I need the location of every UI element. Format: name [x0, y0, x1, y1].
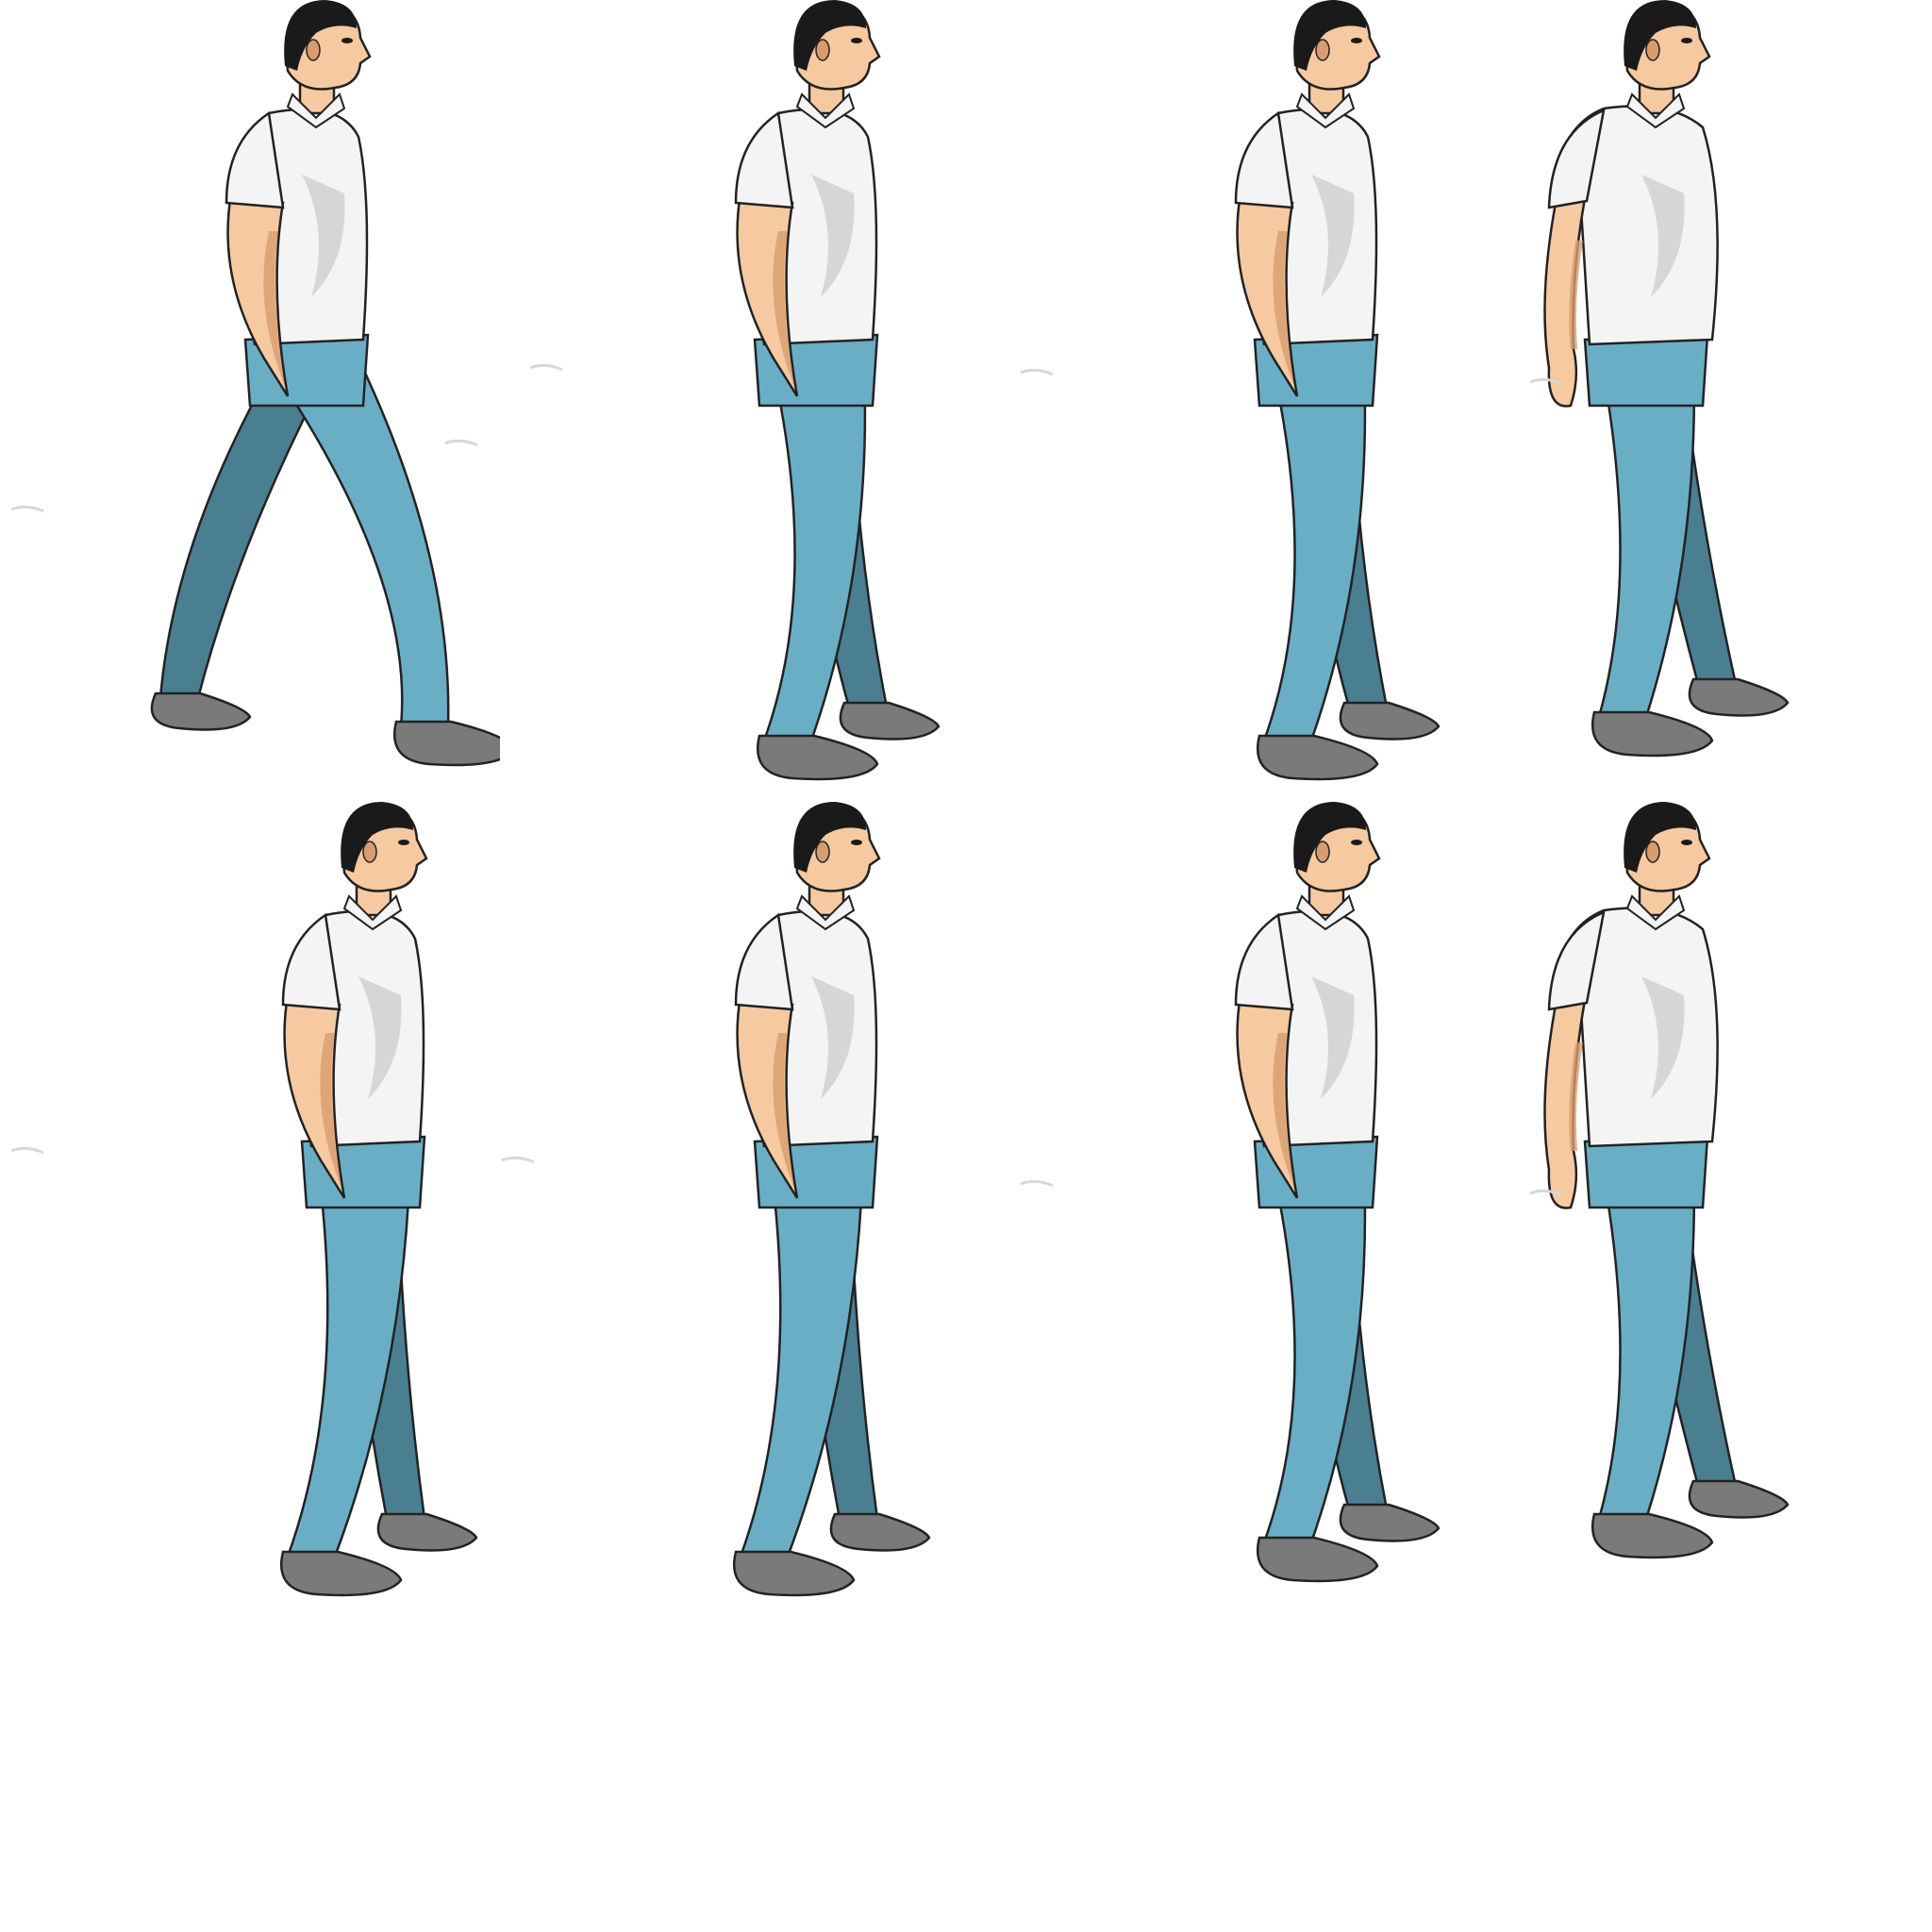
front-sock — [1591, 1512, 1714, 1559]
shirt-shadow — [1641, 976, 1685, 1099]
sprite-frame-r2-c3 — [1234, 802, 1441, 1583]
back-sock — [829, 1512, 931, 1552]
hips — [1583, 1135, 1709, 1209]
eye — [398, 840, 409, 845]
hair — [1293, 802, 1366, 873]
smudge-mark — [10, 1146, 44, 1155]
hair — [1293, 0, 1366, 71]
smudge-mark — [1529, 1189, 1563, 1197]
collar — [1295, 894, 1356, 931]
eye — [1351, 38, 1362, 43]
sleeve — [281, 912, 341, 1011]
sleeve — [734, 110, 794, 209]
hips — [1583, 333, 1709, 408]
ear — [362, 841, 377, 863]
sleeve — [1234, 110, 1294, 209]
front-sock — [733, 1550, 856, 1597]
sprite-frame-r1-c4 — [1543, 0, 1790, 758]
smudge-mark — [1020, 1179, 1054, 1188]
smudge-mark — [1529, 377, 1563, 386]
shirt-shadow — [811, 175, 855, 297]
arm-shadow — [1273, 231, 1294, 387]
arm-shadow — [1569, 1042, 1583, 1151]
back-sock — [839, 701, 941, 741]
sleeve — [1234, 912, 1294, 1011]
arm-shadow — [1273, 1033, 1294, 1189]
sprite-frame-r2-c1 — [280, 802, 478, 1597]
ear — [1315, 39, 1330, 61]
collar — [1625, 92, 1686, 129]
back-sock — [1339, 1503, 1441, 1542]
front-sock — [757, 734, 879, 781]
hair — [793, 802, 866, 873]
hair — [284, 0, 357, 71]
arm-shadow — [1569, 241, 1583, 349]
smudge-mark — [444, 439, 478, 447]
collar — [795, 92, 856, 129]
smudge-mark — [10, 505, 44, 513]
collar — [1625, 894, 1686, 931]
hair — [793, 0, 866, 71]
back-sock — [1688, 1479, 1790, 1519]
front-sock — [1257, 734, 1379, 781]
collar — [1295, 92, 1356, 129]
eye — [851, 840, 862, 845]
collar — [342, 894, 403, 931]
ear — [306, 39, 321, 61]
arm-shadow — [773, 231, 794, 387]
smudge-mark — [501, 1156, 535, 1164]
shirt-shadow — [811, 976, 855, 1099]
back-sock — [1339, 701, 1441, 741]
smudge-mark — [1020, 368, 1054, 376]
shirt-shadow — [358, 976, 402, 1099]
back-sock — [376, 1512, 478, 1552]
sprite-frame-r1-c1 — [150, 0, 500, 767]
shirt-shadow — [1311, 976, 1355, 1099]
front-sock — [280, 1550, 403, 1597]
sleeve — [1547, 108, 1606, 209]
eye — [1681, 840, 1692, 845]
collar — [286, 92, 346, 129]
back-sock — [150, 691, 252, 731]
sprite-frame-r2-c2 — [733, 802, 931, 1597]
sleeve — [225, 110, 285, 209]
shirt-shadow — [1311, 175, 1355, 297]
hair — [1624, 0, 1696, 71]
shirt-shadow — [1641, 175, 1685, 297]
front-sock — [393, 720, 500, 767]
eye — [1681, 38, 1692, 43]
sprite-frame-r1-c3 — [1234, 0, 1441, 781]
ear — [815, 39, 830, 61]
shirt-shadow — [302, 175, 345, 297]
eye — [851, 38, 862, 43]
front-sock — [1257, 1536, 1379, 1583]
ear — [1645, 39, 1660, 61]
eye — [341, 38, 353, 43]
eye — [1351, 840, 1362, 845]
arm — [1543, 998, 1587, 1209]
ear — [1315, 841, 1330, 863]
ear — [815, 841, 830, 863]
ear — [1645, 841, 1660, 863]
sleeve — [734, 912, 794, 1011]
collar — [795, 894, 856, 931]
hair — [341, 802, 413, 873]
sprite-frame-r1-c2 — [734, 0, 941, 781]
hair — [1624, 802, 1696, 873]
sprite-frame-r2-c4 — [1543, 802, 1790, 1559]
front-sock — [1591, 710, 1714, 758]
arm-shadow — [263, 231, 285, 387]
arm-shadow — [773, 1033, 794, 1189]
sleeve — [1547, 909, 1606, 1011]
back-sock — [1688, 677, 1790, 717]
arm-shadow — [320, 1033, 341, 1189]
smudge-mark — [529, 363, 563, 372]
